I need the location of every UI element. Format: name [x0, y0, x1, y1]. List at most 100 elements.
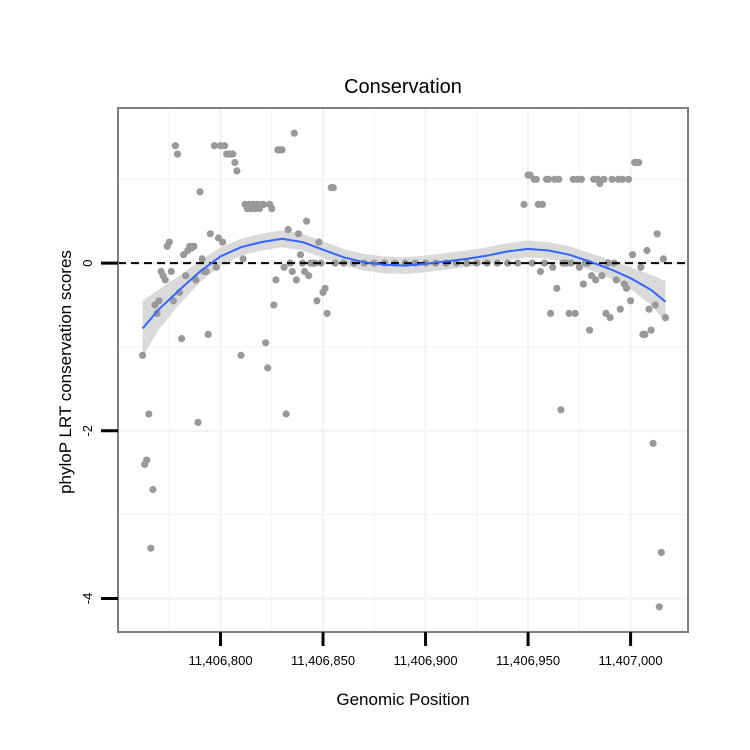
x-tick-label: 11,406,950	[496, 653, 560, 668]
data-point	[237, 351, 245, 359]
data-point	[528, 259, 536, 267]
data-point	[171, 142, 179, 150]
y-tick-label: -2	[80, 425, 95, 437]
data-point	[143, 456, 151, 464]
x-axis: 11,406,800 11,406,850 11,406,900 11,406,950…	[188, 632, 663, 668]
data-point	[229, 150, 237, 158]
data-point	[536, 267, 545, 276]
data-point	[657, 548, 665, 557]
data-point	[547, 309, 555, 317]
data-point	[161, 276, 169, 284]
data-point	[221, 142, 229, 150]
data-point	[169, 297, 177, 305]
x-tick-label: 11,406,800	[188, 653, 252, 668]
data-point	[212, 263, 220, 271]
grid-lines	[118, 108, 688, 632]
data-point	[165, 238, 173, 246]
data-point	[608, 175, 616, 183]
data-point	[604, 259, 612, 267]
chart-title: Conservation	[344, 76, 462, 98]
data-point	[219, 238, 227, 246]
data-point	[598, 272, 606, 280]
smooth-curve	[141, 237, 667, 330]
data-point	[586, 326, 594, 334]
data-point	[147, 544, 155, 552]
data-point	[278, 146, 286, 154]
y-tick-label: 0	[80, 259, 95, 266]
data-point	[331, 259, 339, 267]
data-point	[606, 314, 614, 322]
data-point	[565, 309, 573, 317]
data-point	[577, 175, 586, 183]
data-point	[296, 251, 305, 259]
data-point	[653, 230, 661, 238]
data-point	[575, 263, 583, 271]
data-point	[239, 255, 247, 263]
data-point	[313, 297, 321, 305]
data-point	[206, 230, 214, 238]
data-point	[284, 226, 292, 234]
data-point	[280, 263, 288, 271]
data-point	[655, 603, 663, 611]
data-point	[616, 305, 624, 313]
data-point	[282, 410, 290, 418]
data-point	[182, 272, 190, 280]
data-point	[178, 335, 186, 343]
data-point	[612, 276, 620, 284]
data-point	[194, 418, 202, 426]
data-point	[173, 150, 182, 158]
data-point	[629, 251, 637, 259]
data-point	[167, 267, 175, 276]
data-point	[545, 175, 553, 183]
data-point	[520, 200, 528, 208]
data-point	[264, 364, 272, 372]
y-axis-label: phyloP LRT conservation scores	[56, 250, 75, 494]
data-point	[210, 142, 218, 150]
data-point	[294, 230, 302, 238]
data-point	[260, 200, 268, 208]
x-tick-label: 11,406,850	[291, 653, 355, 668]
data-point	[463, 259, 471, 267]
data-point	[155, 297, 163, 305]
data-point	[514, 259, 522, 267]
data-point	[532, 175, 540, 183]
data-point	[540, 259, 549, 267]
data-point	[557, 406, 565, 414]
data-point	[624, 175, 633, 183]
data-point	[145, 410, 153, 418]
data-point	[651, 301, 659, 309]
data-point	[231, 158, 239, 167]
data-point	[538, 200, 547, 208]
x-tick-label: 11,407,000	[599, 653, 663, 668]
data-point	[553, 284, 561, 292]
data-point	[303, 217, 311, 225]
data-point	[627, 297, 635, 305]
data-point	[549, 263, 557, 271]
data-point	[592, 276, 600, 284]
data-point	[637, 263, 645, 271]
data-point	[204, 330, 212, 338]
data-point	[647, 326, 655, 334]
y-tick-label: -4	[80, 593, 95, 605]
data-point	[272, 276, 280, 284]
panel-border	[117, 107, 689, 633]
data-point	[268, 205, 276, 213]
data-point	[643, 246, 651, 255]
smooth-curve-layer	[141, 237, 667, 330]
data-point	[329, 184, 337, 192]
data-point	[661, 314, 670, 322]
y-axis: 0 -2 -4	[80, 259, 118, 604]
data-point	[196, 188, 204, 196]
data-point	[659, 255, 668, 263]
data-point	[233, 167, 241, 175]
data-point	[504, 259, 512, 267]
x-tick-label: 11,406,900	[393, 653, 457, 668]
x-axis-label: Genomic Position	[336, 690, 469, 709]
data-point	[641, 330, 649, 338]
data-point	[262, 339, 270, 347]
data-point	[571, 309, 579, 317]
data-point	[645, 305, 653, 313]
data-point	[198, 255, 206, 263]
data-point	[139, 351, 147, 359]
